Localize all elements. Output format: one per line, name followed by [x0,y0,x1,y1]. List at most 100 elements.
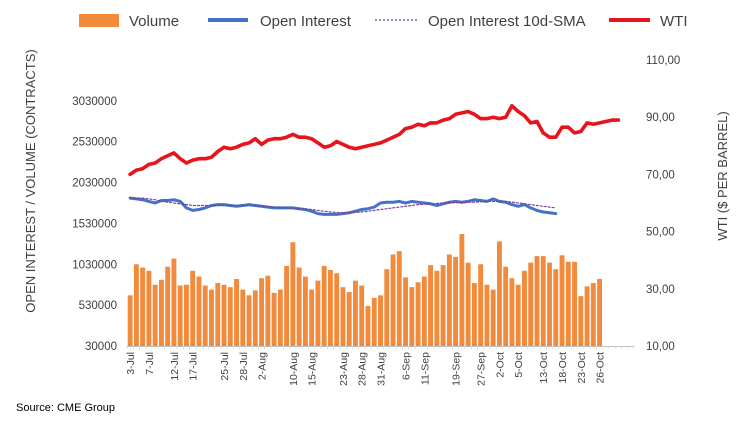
x-tick-label: 2-Aug [257,352,269,380]
legend-volume-label: Volume [129,13,179,30]
x-tick-label: 23-Oct [576,352,588,384]
x-tick-label: 11-Sep [419,352,431,385]
volume-bar [196,276,202,346]
volume-bar [572,261,577,346]
x-tick-label: 23-Aug [338,352,350,386]
volume-bar [327,270,333,346]
source-note: Source: CME Group [16,402,116,414]
y-left-tick-label: 1030000 [72,259,117,271]
x-tick-label: 12-Jul [169,352,181,381]
wti-line [128,104,621,177]
y-right-axis-title: WTI ($ PER BARREL) [715,111,730,240]
open-interest-sma-line [129,196,557,214]
x-tick-label: 2-Oct [494,352,506,378]
volume-bar [522,270,527,346]
volume-bar [177,285,183,346]
volume-bar [265,275,271,346]
volume-bar [390,254,396,346]
volume-bar [227,287,233,346]
volume-bar [428,265,434,346]
volume-bar [152,284,158,346]
volume-bar [459,234,465,346]
x-tick-label: 19-Sep [451,352,463,386]
volume-bar [528,262,534,346]
legend: Volume Open Interest Open Interest 10d-S… [79,13,688,30]
volume-bar [565,261,571,346]
volume-bar [346,292,352,346]
volume-bar [515,284,521,346]
volume-bar [246,295,252,346]
y-right-tick-label: 90,00 [646,112,675,124]
y-right-tick-label: 70,00 [646,169,675,181]
volume-bar [378,295,383,346]
volume-bar [478,264,484,346]
x-tick-label: 10-Aug [288,352,300,386]
volume-bar [252,290,258,346]
x-tick-label: 7-Jul [144,352,156,375]
volume-bar [271,292,277,346]
legend-open-interest-label: Open Interest [260,13,352,30]
x-tick-label: 5-Oct [513,352,525,378]
x-tick-label: 28-Aug [357,352,369,386]
volume-bar [396,251,402,346]
y-right-tick-label: 110,00 [646,55,680,67]
volume-bar [353,280,358,346]
volume-bar [284,265,290,346]
volume-bar [471,283,477,346]
volume-bar [434,270,440,346]
y-right-tick-label: 10,00 [646,341,675,353]
x-tick-label: 28-Jul [238,352,250,381]
volume-bar [403,277,408,346]
volume-bar [421,276,427,346]
volume-bar [221,284,227,346]
volume-bar [540,256,546,346]
volume-bar [158,279,164,346]
volume-bar [302,276,308,346]
volume-bar [446,254,452,346]
volume-bar [534,256,540,346]
plot-area: 30000 530000 1030000 1530000 2030000 2530000 3… [72,55,680,386]
volume-bar [371,297,377,346]
volume-bar [133,264,139,346]
volume-bar [315,280,321,346]
y-left-tick-label: 3030000 [72,96,117,108]
x-tick-label: 17-Jul [188,352,200,381]
volume-bar [590,283,596,346]
legend-volume-swatch [79,14,119,27]
y-left-tick-label: 2030000 [72,178,117,190]
y-left-axis-title: OPEN INTEREST / VOLUME (CONTRACTS) [23,49,38,312]
x-tick-label: 27-Sep [476,352,488,386]
volume-bar [309,289,315,346]
volume-bar [277,289,283,346]
volume-bar [359,285,365,346]
volume-bar [146,270,152,346]
volume-bar [215,283,221,346]
volume-bar [496,241,502,346]
volume-bar [184,284,189,346]
volume-bar [415,282,421,346]
x-tick-label: 3-Jul [125,352,137,375]
y-right-tick-label: 30,00 [646,284,675,296]
volume-bar [465,262,471,346]
y-right-tick-label: 50,00 [646,227,675,239]
volume-bar [240,289,246,346]
volume-bar [165,266,171,346]
volume-bar [384,269,390,346]
volume-bar [503,266,509,346]
volume-bar [340,287,346,346]
volume-bar [547,262,552,346]
x-tick-label: 13-Oct [538,352,550,384]
volume-bar [365,305,371,346]
x-tick-label: 15-Aug [307,352,319,386]
volume-bar [409,287,415,346]
volume-bar [127,295,133,346]
volume-bar [334,273,340,346]
y-left-tick-label: 30000 [85,341,117,353]
y-left-tick-label: 2530000 [72,137,117,149]
x-tick-label: 25-Jul [219,352,231,381]
volume-bar [321,265,327,346]
volume-bar [584,286,590,346]
volume-bar [234,278,239,346]
volume-bar [553,269,559,346]
